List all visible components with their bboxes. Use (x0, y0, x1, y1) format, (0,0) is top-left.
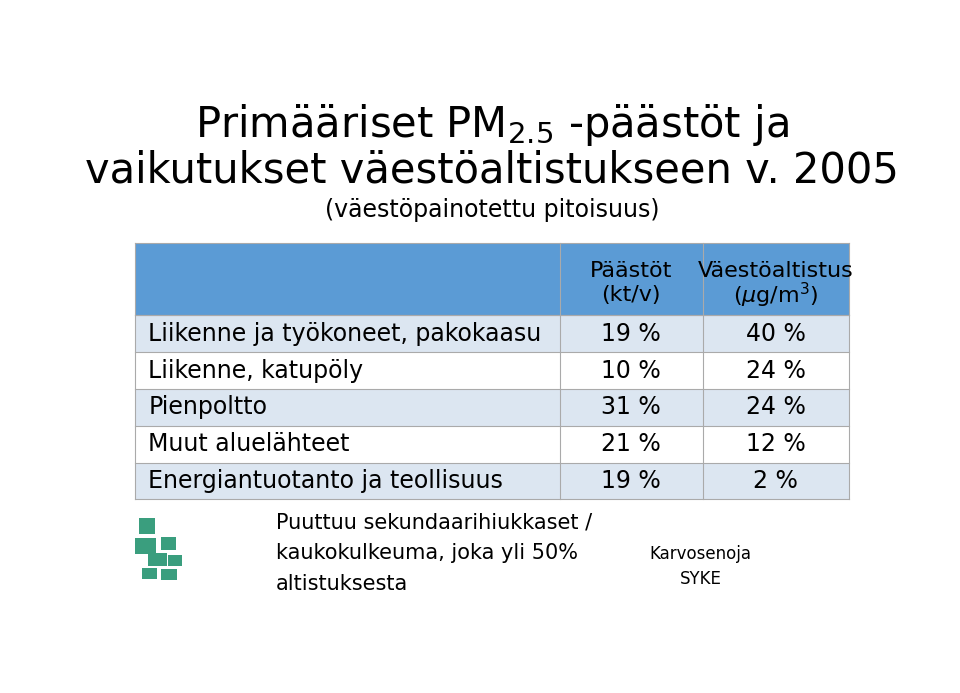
Text: 24 %: 24 % (746, 358, 805, 383)
Text: ($\mu$g/m$^3$): ($\mu$g/m$^3$) (733, 281, 819, 310)
Text: Karvosenoja
SYKE: Karvosenoja SYKE (649, 545, 752, 588)
Bar (134, 462, 849, 500)
Bar (134, 315, 849, 352)
Bar (138, 518, 155, 534)
Text: Muut aluelähteet: Muut aluelähteet (148, 432, 349, 456)
Bar (134, 538, 156, 554)
Bar (161, 569, 178, 581)
Text: Energiantuotanto ja teollisuus: Energiantuotanto ja teollisuus (148, 469, 503, 493)
Text: 10 %: 10 % (601, 358, 661, 383)
Text: 2 %: 2 % (754, 469, 799, 493)
Text: Liikenne ja työkoneet, pakokaasu: Liikenne ja työkoneet, pakokaasu (148, 322, 541, 346)
Bar (142, 568, 157, 579)
Text: Väestöaltistus: Väestöaltistus (698, 261, 853, 281)
Text: vaikutukset väestöaltistukseen v. 2005: vaikutukset väestöaltistukseen v. 2005 (85, 150, 899, 192)
Bar (134, 352, 849, 389)
Text: 31 %: 31 % (601, 395, 661, 419)
Text: Primääriset PM$_{2.5}$ -päästöt ja: Primääriset PM$_{2.5}$ -päästöt ja (195, 102, 789, 148)
Text: Puuttuu sekundaarihiukkaset /
kaukokulkeuma, joka yli 50%
altistuksesta: Puuttuu sekundaarihiukkaset / kaukokulke… (276, 513, 592, 593)
Text: 12 %: 12 % (746, 432, 805, 456)
Text: 21 %: 21 % (601, 432, 661, 456)
Text: 40 %: 40 % (746, 322, 805, 346)
Text: Pienpoltto: Pienpoltto (148, 395, 267, 419)
Bar (168, 555, 181, 566)
Bar (134, 426, 849, 462)
Text: Päästöt: Päästöt (590, 261, 672, 281)
Text: 24 %: 24 % (746, 395, 805, 419)
Text: 19 %: 19 % (601, 469, 661, 493)
Bar (134, 389, 849, 426)
Bar (161, 537, 176, 550)
Bar (148, 553, 167, 566)
Text: 19 %: 19 % (601, 322, 661, 346)
Text: (kt/v): (kt/v) (602, 285, 661, 305)
Text: (väestöpainotettu pitoisuus): (väestöpainotettu pitoisuus) (324, 198, 660, 222)
Text: Liikenne, katupöly: Liikenne, katupöly (148, 358, 364, 383)
